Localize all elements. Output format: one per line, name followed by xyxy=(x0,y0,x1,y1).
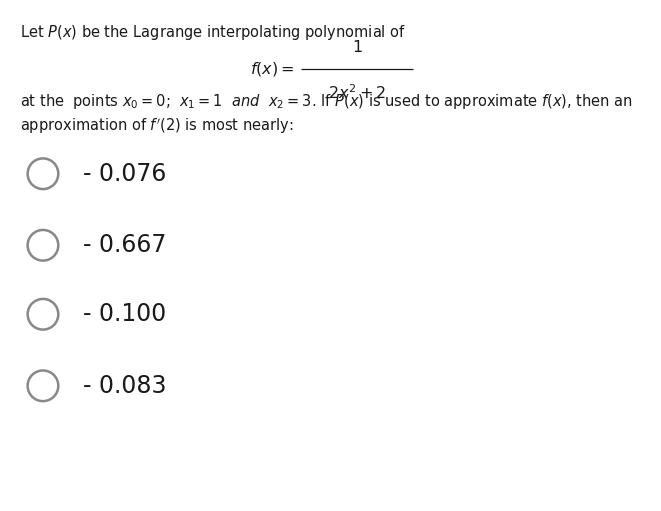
Text: approximation of $f'(2)$ is most nearly:: approximation of $f'(2)$ is most nearly: xyxy=(20,116,293,135)
Text: 1: 1 xyxy=(352,40,362,55)
Text: - 0.100: - 0.100 xyxy=(83,303,166,326)
Text: Let $P(x)$ be the Lagrange interpolating polynomial of: Let $P(x)$ be the Lagrange interpolating… xyxy=(20,23,406,42)
Text: $2x^2 + 2$: $2x^2 + 2$ xyxy=(328,83,386,102)
Text: - 0.667: - 0.667 xyxy=(83,234,166,257)
Text: - 0.076: - 0.076 xyxy=(83,162,166,185)
Text: at the  points $x_0 = 0$;  $x_1 = 1$  $and$  $x_2 = 3$. If $P(x)$ is used to app: at the points $x_0 = 0$; $x_1 = 1$ $and$… xyxy=(20,92,633,111)
Text: - 0.083: - 0.083 xyxy=(83,374,166,398)
Text: $f(x) =$: $f(x) =$ xyxy=(250,60,294,78)
